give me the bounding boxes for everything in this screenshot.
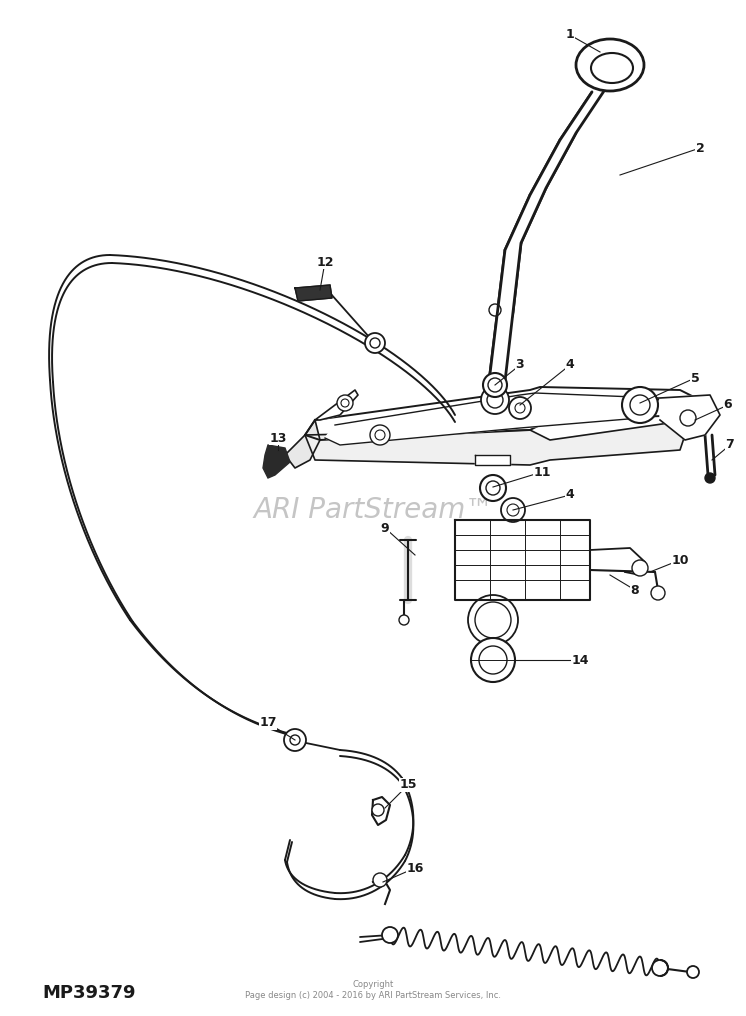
Text: 11: 11 (533, 465, 551, 479)
Circle shape (284, 729, 306, 751)
Text: 4: 4 (565, 359, 574, 372)
Circle shape (365, 333, 385, 353)
Polygon shape (488, 243, 521, 390)
Circle shape (509, 397, 531, 419)
Polygon shape (285, 420, 320, 468)
Text: MP39379: MP39379 (42, 985, 136, 1002)
Polygon shape (530, 133, 576, 195)
Ellipse shape (591, 53, 633, 83)
Circle shape (622, 387, 658, 423)
Polygon shape (295, 285, 332, 301)
Text: ARI PartStream™: ARI PartStream™ (253, 496, 493, 524)
Text: 2: 2 (695, 141, 704, 154)
Text: 15: 15 (399, 778, 417, 791)
Polygon shape (305, 420, 690, 465)
Text: 9: 9 (380, 521, 389, 534)
Text: 5: 5 (691, 372, 700, 384)
Circle shape (372, 804, 384, 816)
Polygon shape (560, 85, 608, 140)
Text: 12: 12 (316, 255, 333, 268)
Circle shape (501, 498, 525, 522)
Polygon shape (505, 188, 546, 250)
Text: 13: 13 (269, 432, 286, 445)
Polygon shape (263, 445, 290, 478)
Text: 6: 6 (724, 398, 733, 411)
Circle shape (471, 638, 515, 682)
Circle shape (480, 475, 506, 501)
Circle shape (373, 873, 387, 887)
Polygon shape (325, 393, 660, 445)
Text: 7: 7 (726, 439, 734, 451)
Text: 3: 3 (515, 359, 524, 372)
Circle shape (680, 410, 696, 426)
Text: 4: 4 (565, 489, 574, 502)
Circle shape (370, 425, 390, 445)
Text: 17: 17 (260, 716, 277, 729)
Text: 10: 10 (671, 554, 689, 567)
Circle shape (652, 960, 668, 976)
Circle shape (399, 615, 409, 625)
Text: 16: 16 (407, 862, 424, 875)
Text: 14: 14 (571, 653, 589, 666)
Circle shape (632, 560, 648, 576)
Text: 1: 1 (565, 28, 574, 42)
Polygon shape (590, 548, 645, 575)
Circle shape (468, 595, 518, 645)
Circle shape (337, 395, 353, 411)
Circle shape (382, 927, 398, 943)
Circle shape (481, 386, 509, 414)
Text: Copyright
Page design (c) 2004 - 2016 by ARI PartStream Services, Inc.: Copyright Page design (c) 2004 - 2016 by… (245, 980, 501, 1000)
Text: 8: 8 (630, 583, 639, 596)
Polygon shape (660, 395, 720, 440)
Polygon shape (315, 390, 358, 420)
Ellipse shape (576, 39, 644, 91)
Polygon shape (305, 387, 700, 440)
Polygon shape (475, 455, 510, 465)
Circle shape (489, 304, 501, 316)
Polygon shape (455, 520, 590, 600)
Circle shape (651, 586, 665, 600)
Circle shape (705, 473, 715, 483)
Circle shape (687, 966, 699, 978)
Circle shape (483, 373, 507, 397)
